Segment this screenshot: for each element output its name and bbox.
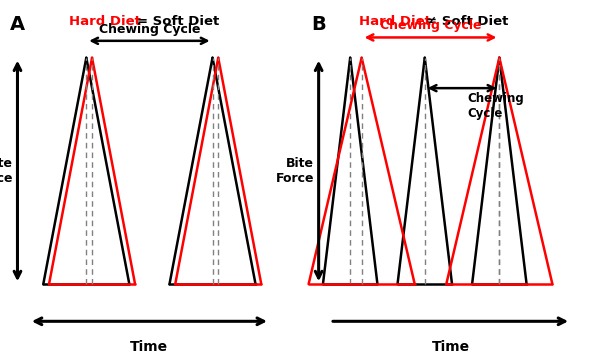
Text: Hard Diet: Hard Diet (359, 15, 431, 29)
Text: ≠ Soft Diet: ≠ Soft Diet (426, 15, 509, 29)
Text: Time: Time (431, 340, 470, 352)
Text: B: B (311, 15, 326, 34)
Text: Chewing
Cycle: Chewing Cycle (468, 92, 524, 120)
Text: A: A (10, 15, 25, 34)
Text: Chewing Cycle: Chewing Cycle (98, 23, 200, 36)
Text: = Soft Diet: = Soft Diet (137, 15, 219, 29)
Text: Hard Diet: Hard Diet (69, 15, 141, 29)
Text: Time: Time (130, 340, 169, 352)
Text: Bite
Force: Bite Force (0, 157, 13, 185)
Text: Chewing Cycle: Chewing Cycle (380, 19, 481, 32)
Text: Bite
Force: Bite Force (276, 157, 314, 185)
